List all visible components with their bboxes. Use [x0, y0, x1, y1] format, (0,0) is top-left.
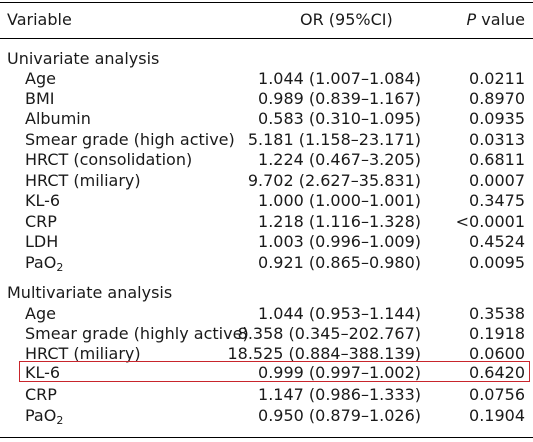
table-row: PaO2 0.950 (0.879–1.026) 0.1904 — [0, 406, 533, 426]
row-or: 1.044 (0.953–1.144) — [258, 304, 421, 323]
table-row-highlighted: KL-6 0.999 (0.997–1.002) 0.6420 — [0, 363, 533, 383]
row-variable: Smear grade (high active) — [25, 130, 235, 149]
table-row: KL-6 1.000 (1.000–1.001) 0.3475 — [0, 191, 533, 211]
row-variable-subscript: 2 — [56, 261, 64, 274]
row-p: 0.0935 — [469, 109, 525, 128]
row-or: 8.358 (0.345–202.767) — [237, 324, 421, 343]
table-row: Age 1.044 (0.953–1.144) 0.3538 — [0, 304, 533, 324]
row-variable-subscript: 2 — [56, 414, 64, 427]
row-p: 0.0007 — [469, 171, 525, 190]
row-p: 0.0313 — [469, 130, 525, 149]
table-row: HRCT (consolidation) 1.224 (0.467–3.205)… — [0, 150, 533, 170]
row-p: 0.1918 — [469, 324, 525, 343]
table-row: CRP 1.147 (0.986–1.333) 0.0756 — [0, 385, 533, 405]
row-p: 0.3475 — [469, 191, 525, 210]
row-or: 0.989 (0.839–1.167) — [258, 89, 421, 108]
row-p: <0.0001 — [455, 212, 525, 231]
table-header-row: Variable OR (95%CI) P value — [0, 10, 533, 30]
row-p: 0.4524 — [469, 232, 525, 251]
row-p: 0.0095 — [469, 253, 525, 272]
row-or: 0.583 (0.310–1.095) — [258, 109, 421, 128]
header-p-italic: P — [466, 10, 477, 29]
row-variable: PaO2 — [25, 406, 63, 426]
table-row: Age 1.044 (1.007–1.084) 0.0211 — [0, 69, 533, 89]
row-p: 0.0756 — [469, 385, 525, 404]
multivariate-title: Multivariate analysis — [7, 283, 173, 302]
row-or: 18.525 (0.884–388.139) — [227, 344, 421, 363]
row-variable: KL-6 — [25, 191, 61, 210]
table-row: Smear grade (highly active) 8.358 (0.345… — [0, 324, 533, 344]
row-or: 0.950 (0.879–1.026) — [258, 406, 421, 425]
row-or: 1.218 (1.116–1.328) — [258, 212, 421, 231]
row-variable: CRP — [25, 385, 57, 404]
row-or: 5.181 (1.158–23.171) — [247, 130, 421, 149]
table-row: LDH 1.003 (0.996–1.009) 0.4524 — [0, 232, 533, 252]
table-bottom-rule — [0, 437, 533, 438]
row-variable: Age — [25, 304, 56, 323]
row-p: 0.6420 — [469, 363, 525, 382]
header-or: OR (95%CI) — [300, 10, 393, 29]
row-variable: HRCT (miliary) — [25, 344, 141, 363]
row-variable-text: PaO — [25, 253, 57, 272]
table-row: CRP 1.218 (1.116–1.328) <0.0001 — [0, 212, 533, 232]
row-variable: Albumin — [25, 109, 91, 128]
highlight-box — [19, 361, 530, 382]
header-p-value: P value — [467, 10, 525, 30]
row-p: 0.0211 — [469, 69, 525, 88]
row-variable: KL-6 — [25, 363, 61, 382]
row-or: 0.921 (0.865–0.980) — [258, 253, 421, 272]
table-row: HRCT (miliary) 9.702 (2.627–35.831) 0.00… — [0, 171, 533, 191]
table-row: Albumin 0.583 (0.310–1.095) 0.0935 — [0, 109, 533, 129]
section-title-multivariate: Multivariate analysis — [0, 283, 533, 303]
row-or: 1.044 (1.007–1.084) — [258, 69, 421, 88]
table-row: BMI 0.989 (0.839–1.167) 0.8970 — [0, 89, 533, 109]
table-row: PaO2 0.921 (0.865–0.980) 0.0095 — [0, 253, 533, 273]
header-p-rest: value — [476, 10, 525, 29]
row-variable: LDH — [25, 232, 59, 251]
row-or: 1.000 (1.000–1.001) — [258, 191, 421, 210]
row-variable: Age — [25, 69, 56, 88]
row-variable: PaO2 — [25, 253, 63, 273]
univariate-title: Univariate analysis — [7, 49, 160, 68]
row-p: 0.1904 — [469, 406, 525, 425]
row-variable: Smear grade (highly active) — [25, 324, 249, 343]
section-title-univariate: Univariate analysis — [0, 49, 533, 69]
row-or: 0.999 (0.997–1.002) — [258, 363, 421, 382]
row-variable: BMI — [25, 89, 55, 108]
row-p: 0.3538 — [469, 304, 525, 323]
row-or: 9.702 (2.627–35.831) — [247, 171, 421, 190]
row-p: 0.0600 — [469, 344, 525, 363]
row-or: 1.147 (0.986–1.333) — [258, 385, 421, 404]
row-variable-text: PaO — [25, 406, 57, 425]
row-p: 0.6811 — [469, 150, 525, 169]
table-row: HRCT (miliary) 18.525 (0.884–388.139) 0.… — [0, 344, 533, 364]
row-or: 1.224 (0.467–3.205) — [258, 150, 421, 169]
table-header-rule — [0, 38, 533, 39]
row-variable: CRP — [25, 212, 57, 231]
row-or: 1.003 (0.996–1.009) — [258, 232, 421, 251]
row-variable: HRCT (consolidation) — [25, 150, 193, 169]
table-top-rule — [0, 2, 533, 3]
header-variable: Variable — [7, 10, 72, 29]
table-row: Smear grade (high active) 5.181 (1.158–2… — [0, 130, 533, 150]
row-variable: HRCT (miliary) — [25, 171, 141, 190]
row-p: 0.8970 — [469, 89, 525, 108]
